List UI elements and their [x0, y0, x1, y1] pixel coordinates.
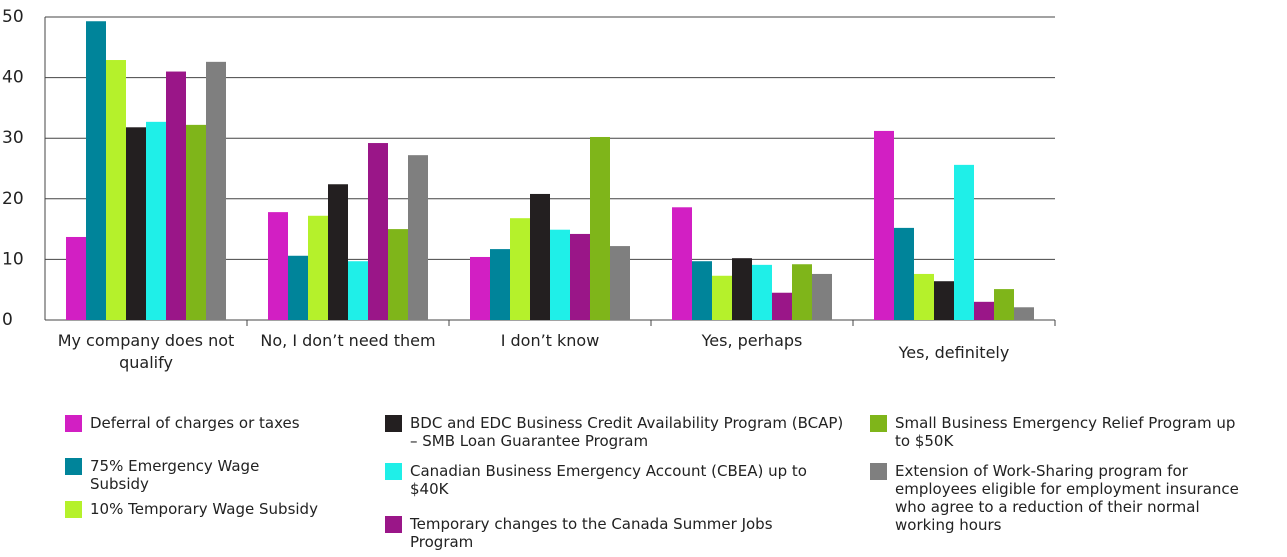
bar	[146, 121, 166, 320]
bar	[126, 127, 146, 321]
bar	[348, 261, 368, 320]
y-tick-label: 0	[2, 310, 13, 330]
bar	[368, 143, 388, 320]
bar	[672, 207, 692, 320]
bar	[550, 229, 570, 320]
legend-label: Extension of Work-Sharing program for em…	[895, 462, 1239, 534]
bar	[792, 264, 812, 320]
legend-swatch	[870, 415, 887, 432]
bar	[732, 258, 752, 320]
bar	[570, 233, 590, 320]
legend-label: Deferral of charges or taxes	[90, 414, 300, 432]
bar	[66, 236, 86, 320]
legend-swatch	[65, 458, 82, 475]
bar	[712, 275, 732, 320]
bar	[994, 289, 1014, 320]
legend-label: Temporary changes to the Canada Summer J…	[410, 515, 773, 551]
legend-swatch	[385, 463, 402, 480]
legend-swatch	[65, 415, 82, 432]
legend-label: Canadian Business Emergency Account (CBE…	[410, 462, 807, 498]
x-tick-label: My company does not qualify	[57, 331, 235, 372]
y-tick-label: 50	[2, 7, 24, 27]
bar	[166, 71, 186, 320]
legend-swatch	[385, 516, 402, 533]
bar	[874, 130, 894, 320]
x-tick-label: I don’t know	[500, 331, 600, 350]
bar	[408, 155, 428, 320]
bar	[388, 229, 408, 320]
legend-swatch	[870, 463, 887, 480]
y-tick-label: 20	[2, 189, 24, 209]
bar	[590, 136, 610, 320]
legend-label: 75% Emergency Wage Subsidy	[90, 457, 260, 493]
bar	[510, 218, 530, 320]
bar	[812, 273, 832, 320]
bar	[186, 124, 206, 320]
bar	[470, 256, 490, 320]
bar	[288, 255, 308, 320]
bar	[106, 60, 126, 320]
bar	[268, 212, 288, 320]
bar	[610, 246, 630, 320]
y-tick-label: 40	[2, 68, 24, 88]
bar	[914, 273, 934, 320]
bar	[954, 164, 974, 320]
legend-swatch	[385, 415, 402, 432]
bar	[752, 264, 772, 320]
x-tick-label: Yes, perhaps	[701, 331, 803, 350]
y-tick-label: 10	[2, 249, 24, 269]
bar	[1014, 307, 1034, 320]
bar	[328, 184, 348, 320]
bar	[308, 215, 328, 320]
bar	[692, 261, 712, 320]
y-tick-label: 30	[2, 128, 24, 148]
bar	[490, 249, 510, 320]
legend-label: 10% Temporary Wage Subsidy	[90, 500, 318, 518]
x-tick-label: No, I don’t need them	[260, 331, 436, 350]
bar	[934, 281, 954, 320]
bar	[894, 227, 914, 320]
bar	[530, 193, 550, 320]
legend-swatch	[65, 501, 82, 518]
bar	[86, 21, 106, 320]
bar	[974, 301, 994, 320]
bar	[206, 61, 226, 321]
legend-label: Small Business Emergency Relief Program …	[895, 414, 1236, 450]
legend-label: BDC and EDC Business Credit Availability…	[410, 414, 844, 450]
bar	[772, 292, 792, 320]
x-tick-label: Yes, definitely	[898, 343, 1010, 362]
